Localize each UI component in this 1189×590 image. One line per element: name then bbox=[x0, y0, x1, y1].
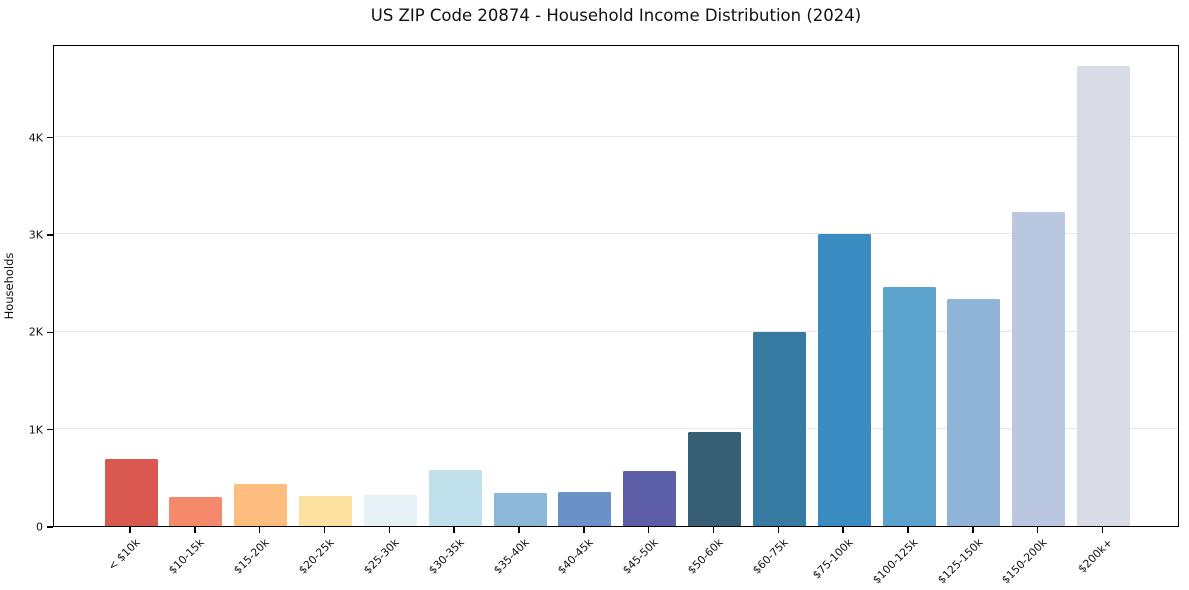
bar-35-40k bbox=[493, 493, 547, 526]
bar-125-150k bbox=[947, 299, 1001, 526]
x-axis-tick bbox=[972, 527, 974, 533]
x-tick-label-text: $100-125k bbox=[869, 536, 921, 587]
x-tick-label-text: $60-75k bbox=[749, 536, 791, 577]
y-axis-tick bbox=[47, 526, 53, 528]
gridline bbox=[54, 330, 1178, 332]
bar-25-30k bbox=[363, 494, 417, 526]
bar-10-15k bbox=[169, 496, 223, 526]
x-axis-tick bbox=[453, 527, 455, 533]
y-axis-label-text: Households bbox=[2, 252, 16, 320]
x-tick-label-text: $20-25k bbox=[296, 536, 337, 577]
bar-60-75k bbox=[752, 332, 806, 526]
x-tick-label-text: $75-100k bbox=[809, 536, 856, 582]
x-tick-label-text: $45-50k bbox=[620, 536, 661, 577]
gridline bbox=[54, 233, 1178, 235]
x-axis-tick bbox=[647, 527, 650, 533]
x-axis-tick bbox=[518, 527, 520, 533]
x-axis-tick bbox=[907, 527, 909, 533]
bar-45-50k bbox=[623, 470, 677, 526]
x-tick-label-text: $25-30k bbox=[360, 536, 402, 577]
y-tick-label: 1K bbox=[28, 423, 43, 437]
bar-150-200k bbox=[1012, 212, 1066, 526]
y-axis-tick bbox=[47, 331, 53, 333]
x-axis-tick bbox=[194, 527, 196, 533]
y-axis-tick bbox=[47, 234, 53, 236]
x-tick-label-text: $150-200k bbox=[999, 536, 1050, 587]
gridline bbox=[54, 136, 1178, 138]
bar-30-35k bbox=[428, 470, 482, 526]
x-tick-label-text: $15-20k bbox=[231, 536, 272, 577]
x-tick-label-text: $200k+ bbox=[1075, 536, 1115, 576]
chart-title: US ZIP Code 20874 - Household Income Dis… bbox=[370, 6, 862, 25]
x-axis-tick bbox=[583, 527, 585, 533]
bar-40-45k bbox=[558, 491, 612, 526]
x-tick-label-text: $125-150k bbox=[934, 536, 986, 587]
bar-10k bbox=[104, 458, 158, 526]
x-axis-tick bbox=[258, 527, 261, 533]
bar-100-125k bbox=[882, 287, 936, 526]
x-axis-tick bbox=[323, 527, 326, 533]
x-axis-tick bbox=[1036, 527, 1039, 533]
x-tick-label-text: $50-60k bbox=[685, 536, 726, 577]
gridline bbox=[54, 428, 1178, 430]
bar-200k bbox=[1077, 66, 1130, 526]
x-axis-tick bbox=[1101, 527, 1104, 533]
bar-20-25k bbox=[299, 495, 352, 526]
x-tick-label-text: $30-35k bbox=[425, 536, 467, 577]
x-axis-tick bbox=[129, 527, 131, 533]
bar-75-100k bbox=[817, 233, 871, 526]
x-axis-tick bbox=[842, 527, 844, 533]
bar-15-20k bbox=[234, 484, 288, 526]
x-tick-label-text: $35-40k bbox=[490, 536, 532, 577]
plot-area bbox=[53, 45, 1179, 527]
bar-50-60k bbox=[688, 431, 741, 526]
x-tick-label-text: < $10k bbox=[105, 536, 143, 574]
x-tick-label-text: $40-45k bbox=[555, 536, 597, 577]
x-axis-tick bbox=[388, 527, 391, 533]
y-axis-tick bbox=[47, 428, 53, 431]
y-tick-label: 2K bbox=[28, 325, 43, 339]
y-tick-label: 0 bbox=[36, 520, 43, 534]
y-tick-label: 3K bbox=[28, 228, 43, 242]
y-tick-label: 4K bbox=[28, 131, 43, 144]
x-tick-label-text: $10-15k bbox=[166, 536, 208, 577]
y-axis-tick bbox=[47, 136, 53, 139]
x-axis-tick bbox=[777, 527, 780, 533]
x-axis-tick bbox=[712, 527, 715, 533]
